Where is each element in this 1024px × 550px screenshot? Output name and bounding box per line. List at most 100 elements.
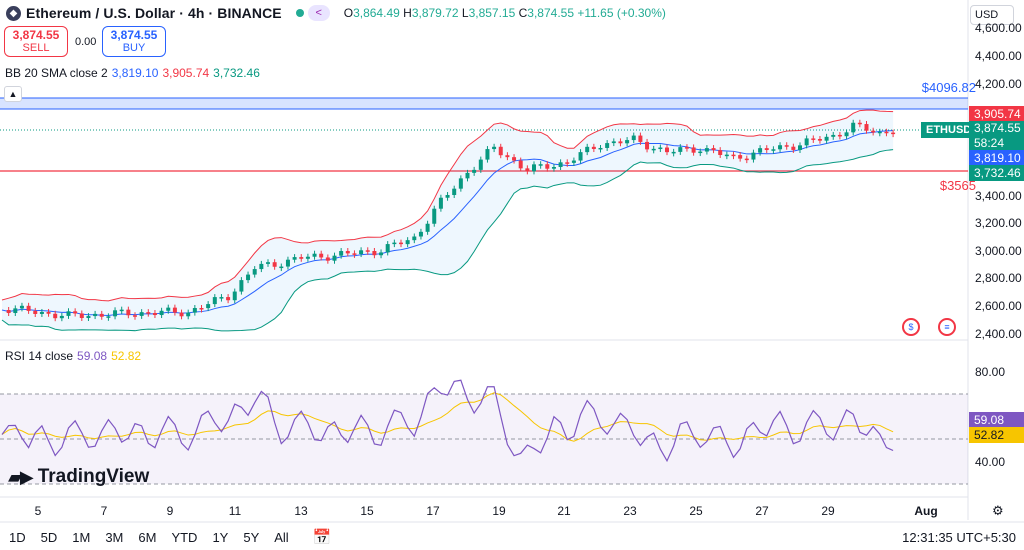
candle-body [259, 263, 264, 270]
candle-body [39, 311, 44, 314]
candle-body [73, 311, 78, 314]
spread-value: 0.00 [75, 36, 97, 48]
candle-body [884, 131, 889, 134]
buy-button[interactable]: 3,874.55 BUY [102, 26, 166, 57]
candle-body [126, 309, 131, 316]
calendar-goto-icon[interactable]: 📅 [312, 529, 332, 546]
candle-body [778, 145, 783, 150]
range-all[interactable]: All [274, 529, 289, 545]
candle-body [79, 313, 84, 319]
range-1y[interactable]: 1Y [212, 529, 229, 545]
time-tick: 7 [100, 504, 108, 518]
candle-body [266, 262, 270, 264]
range-6m[interactable]: 6M [138, 529, 157, 545]
time-tick: 5 [34, 504, 42, 518]
candle-body [412, 236, 417, 241]
candle-body [625, 140, 630, 144]
candle-body [871, 130, 876, 133]
candle-body [379, 252, 384, 256]
candle-body [212, 297, 217, 305]
range-1m[interactable]: 1M [72, 529, 91, 545]
candle-body [711, 148, 716, 151]
symbol-tag: ETHUSD [921, 122, 977, 138]
candle-body [192, 308, 197, 313]
earnings-flag-icon[interactable]: ≡ [938, 318, 956, 336]
price-tick: 4,400.00 [975, 49, 1022, 63]
candle-body [891, 132, 896, 135]
candle-body [119, 309, 124, 312]
candle-body [718, 150, 723, 155]
candle-body [146, 312, 151, 314]
symbol-title[interactable]: Ethereum / U.S. Dollar · 4h · BINANCE [26, 5, 282, 21]
time-tick: 9 [166, 504, 174, 518]
clock-readout[interactable]: 12:31:35 UTC+5:30 [902, 529, 1016, 545]
candle-body [837, 134, 842, 137]
candle-body [53, 313, 58, 319]
range-3m[interactable]: 3M [105, 529, 124, 545]
candle-body [505, 155, 510, 158]
support-level-label: $3565 [939, 178, 976, 193]
candle-body [199, 308, 204, 310]
share-icon[interactable]: < [307, 5, 330, 21]
price-tick: 3,000.00 [975, 244, 1022, 258]
price-tick: 2,800.00 [975, 271, 1022, 285]
time-tick: 19 [492, 504, 506, 518]
sell-button[interactable]: 3,874.55 SELL [4, 26, 68, 57]
tradingview-logo[interactable]: ▰▶ TradingView [8, 466, 150, 487]
time-tick: 15 [360, 504, 374, 518]
economic-event-icon[interactable]: $ [902, 318, 920, 336]
candle-body [6, 310, 11, 314]
candle-body [425, 223, 430, 232]
time-tick: 27 [755, 504, 769, 518]
time-tick: 29 [821, 504, 835, 518]
bar-countdown: 58:24 [974, 136, 1005, 150]
candle-body [372, 251, 377, 256]
candle-body [325, 257, 330, 261]
time-tick-month: Aug [914, 504, 938, 518]
time-tick: 23 [623, 504, 637, 518]
chevron-up-icon[interactable]: ▲ [4, 86, 22, 102]
bb-upper-tag: 3,905.74 [969, 106, 1024, 122]
candle-body [159, 310, 164, 316]
bollinger-legend[interactable]: BB 20 SMA close 2 3,819.10 3,905.74 3,732.4… [5, 66, 260, 80]
rsi-line [1, 379, 894, 463]
last-price-tag: 3,874.55 58:24 [969, 121, 1024, 151]
range-5d[interactable]: 5D [40, 529, 58, 545]
bollinger-band-fill [2, 110, 894, 331]
rsi-tick: 40.00 [975, 455, 1006, 469]
candle-body [365, 250, 370, 252]
gear-icon[interactable]: ⚙ [992, 503, 1004, 518]
candle-body [578, 152, 583, 161]
candle-body [392, 242, 397, 245]
candle-body [565, 162, 570, 164]
symbol-header: ◆ Ethereum / U.S. Dollar · 4h · BINANCE … [6, 4, 666, 22]
candle-body [671, 151, 676, 154]
candle-body [26, 305, 31, 311]
candle-body [545, 164, 550, 169]
candle-body [698, 151, 703, 154]
candle-body [99, 313, 104, 317]
candle-body [206, 304, 211, 309]
candle-body [219, 297, 224, 299]
candle-body [678, 147, 683, 152]
ohlc-readout: O3,864.49 H3,879.72 L3,857.15 C3,874.55 … [343, 6, 666, 20]
candle-body [452, 188, 457, 196]
candle-body [518, 160, 523, 169]
candle-body [285, 259, 290, 267]
rsi-legend[interactable]: RSI 14 close 59.08 52.82 [5, 349, 142, 363]
candle-body [139, 312, 144, 316]
range-ytd[interactable]: YTD [171, 529, 198, 545]
candle-body [292, 257, 297, 260]
currency-selector[interactable]: USD [970, 5, 1014, 25]
price-tick: 4,600.00 [975, 21, 1022, 35]
range-1d[interactable]: 1D [9, 529, 26, 545]
candle-body [279, 266, 284, 269]
price-tick: 2,400.00 [975, 327, 1022, 341]
candle-body [133, 315, 137, 317]
range-5y[interactable]: 5Y [243, 529, 260, 545]
candle-body [13, 308, 18, 314]
price-tick: 4,200.00 [975, 77, 1022, 91]
candle-body [744, 158, 749, 161]
candle-body [877, 131, 882, 134]
